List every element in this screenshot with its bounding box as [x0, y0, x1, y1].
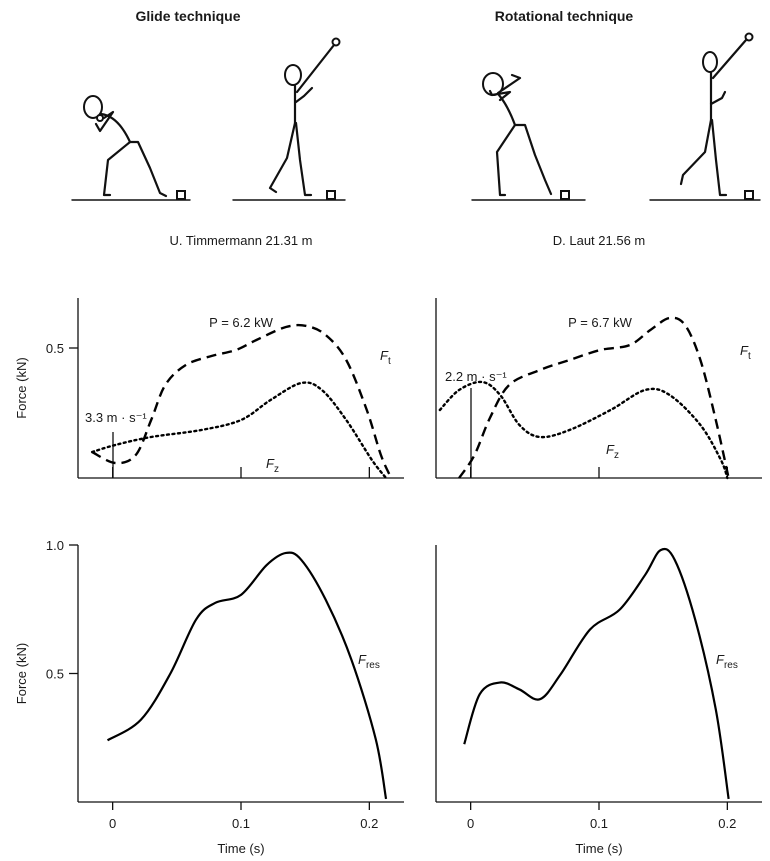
line-series	[91, 323, 393, 479]
x-tick-label: 0.1	[590, 816, 608, 831]
y-axis-label: Force (kN)	[14, 357, 29, 418]
annotation: 2.2 m · s⁻¹	[445, 369, 507, 384]
stick-figures	[71, 32, 761, 201]
column-header: Rotational technique	[495, 8, 634, 24]
y-axis-label: Force (kN)	[14, 643, 29, 704]
x-tick-label: 0.2	[718, 816, 736, 831]
annotation: P = 6.2 kW	[209, 315, 273, 330]
x-tick-label: 0	[467, 816, 474, 831]
line-series	[106, 551, 388, 800]
x-tick-label: 0.2	[360, 816, 378, 831]
y-tick-label: 0.5	[46, 667, 64, 682]
y-tick-label: 0.5	[46, 341, 64, 356]
line-series	[463, 547, 730, 800]
series-label: Fres	[716, 652, 738, 671]
line-series	[438, 380, 729, 480]
column-header: Glide technique	[135, 8, 240, 24]
annotation: P = 6.7 kW	[568, 315, 632, 330]
series-label: Fres	[358, 652, 380, 671]
x-tick-label: 0	[109, 816, 116, 831]
x-tick-label: 0.1	[232, 816, 250, 831]
chart-title: U. Timmermann 21.31 m	[169, 233, 312, 248]
line-series	[90, 381, 388, 480]
series-label: Ft	[740, 343, 751, 362]
series-label: Fz	[266, 456, 279, 475]
chart-title: D. Laut 21.56 m	[553, 233, 646, 248]
annotation: 3.3 m · s⁻¹	[85, 410, 147, 425]
series-label: Ft	[380, 348, 391, 367]
series-label: Fz	[606, 442, 619, 461]
y-tick-label: 1.0	[46, 538, 64, 553]
line-series	[458, 316, 730, 479]
x-axis-label: Time (s)	[575, 841, 622, 856]
x-axis-label: Time (s)	[217, 841, 264, 856]
